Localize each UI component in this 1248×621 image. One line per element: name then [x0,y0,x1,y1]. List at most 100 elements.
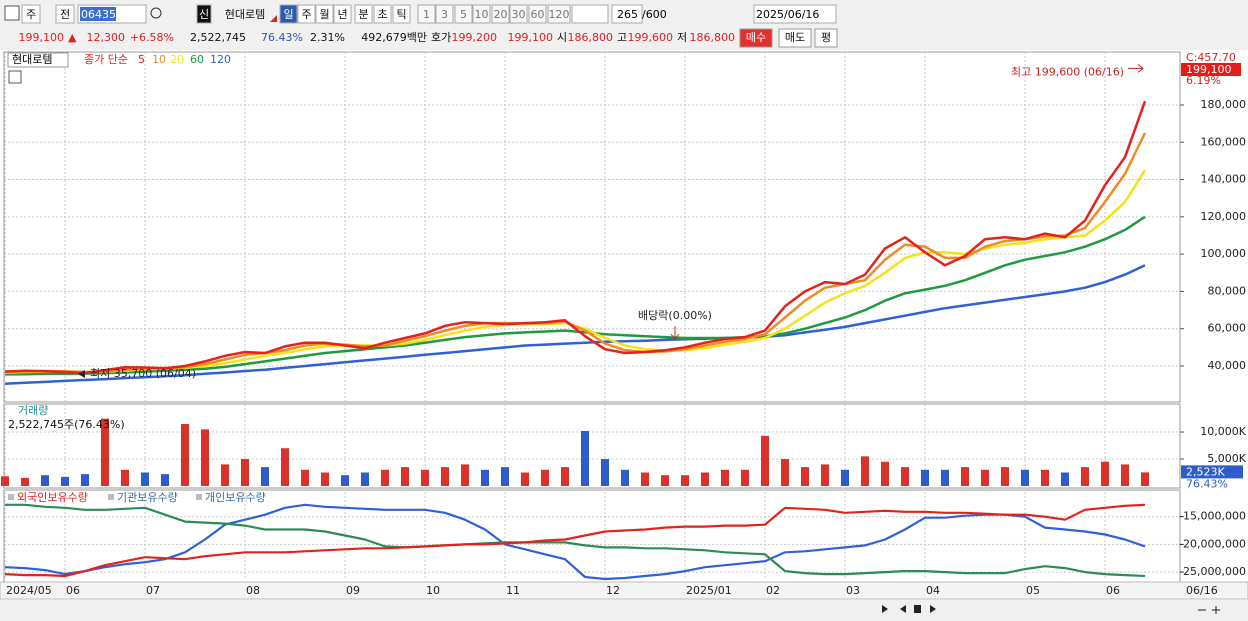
legend-item: 5 [138,53,145,66]
x-tick-label: 11 [506,584,520,597]
toolbar-text[interactable]: 3 [441,8,448,21]
volume-bar [441,467,449,486]
info-high-label: 고 [617,31,627,44]
y-tick-label: 10,000K [1200,425,1246,438]
button[interactable] [454,4,473,24]
zoom[interactable] [1198,606,1220,614]
price-label: 199,100 [1186,63,1232,76]
legend-box [7,52,69,68]
button[interactable] [417,4,436,24]
toolbar-text: 현대로템 [225,8,265,21]
legend-title: 현대로템 [12,53,52,66]
toolbar-text[interactable]: 주 [301,8,311,21]
volume-bar [461,464,469,486]
toolbar-text[interactable]: 전 [60,8,70,21]
order-buy[interactable]: 매수 [746,31,766,44]
scroll-right[interactable] [882,605,888,613]
volume-bar [381,469,389,486]
count-box[interactable] [611,4,643,24]
button[interactable] [279,4,298,24]
order-button[interactable] [739,28,773,48]
x-tick-label: 2024/05 [6,584,52,597]
button[interactable] [547,4,571,24]
y-tick-label: 5,000K [1207,452,1246,465]
button[interactable] [21,4,41,24]
button[interactable] [472,4,491,24]
legend-marker [8,494,14,500]
button[interactable] [333,4,352,24]
code-highlight [80,7,116,21]
order-button[interactable] [778,28,812,48]
volume-bar [81,474,89,486]
low-arrow [78,370,85,379]
volume-bar [201,429,209,486]
toolbar-text[interactable]: 10 [475,8,489,21]
info-low: 186,800 [690,31,736,44]
scroll-start[interactable] [900,605,906,613]
toolbar-text[interactable]: 분 [358,8,368,21]
toolbar-text[interactable]: 5 [460,8,467,21]
button[interactable] [392,4,411,24]
button[interactable] [373,4,392,24]
scroll-end[interactable] [930,605,936,613]
button[interactable] [354,4,373,24]
volume-bar [281,448,289,486]
volume-bar [521,472,529,486]
toolbar-text[interactable]: 20 [494,8,508,21]
info-turnover: 2.31% [310,31,345,44]
button[interactable] [491,4,510,24]
info-rate: +6.58% [130,31,174,44]
volume-percent: 76.43% [1186,477,1228,490]
nav-buttons[interactable] [882,605,1220,614]
legend-marker [196,494,202,500]
volume-bar [701,472,709,486]
x-tick-label: 04 [926,584,940,597]
volume-bar [61,476,69,486]
button[interactable] [528,4,547,24]
order-button[interactable] [814,28,838,48]
toolbar-text[interactable]: 1 [423,8,430,21]
button[interactable] [315,4,334,24]
order-sell[interactable]: 매도 [785,31,805,44]
toolbar-text[interactable]: 일 [283,7,293,21]
volume-bar [581,430,589,486]
volume-bar [401,467,409,486]
date-axis [0,581,1248,600]
toolbar-text[interactable]: 주 [26,8,36,21]
toolbar-text[interactable]: 월 [319,8,329,21]
legend-item: 10 [152,53,166,66]
legend-item: 20 [170,53,184,66]
toolbar-text[interactable]: 60 [531,8,545,21]
volume-bar [301,469,309,486]
toolbar-text[interactable]: 신 [199,8,209,21]
info-open: 186,800 [568,31,614,44]
search-icon[interactable] [150,7,162,19]
button[interactable] [297,4,316,24]
toolbar-text[interactable]: 064350 [81,8,123,21]
button[interactable] [196,4,212,24]
dropdown[interactable] [571,4,609,24]
button[interactable] [435,4,454,24]
volume-bar [861,456,869,486]
date-box[interactable] [753,4,837,24]
toolbar-text[interactable]: 30 [512,8,526,21]
toolbar-text[interactable]: 틱 [396,8,406,21]
volume-bar [761,435,769,486]
calc-icon[interactable] [8,70,22,84]
legend-prefix: 종가 단순 [84,53,128,66]
info-volume: 2,522,745 [190,31,246,44]
toolbar-text[interactable]: 초 [377,8,387,21]
button[interactable] [55,4,75,24]
volume-bar [641,472,649,486]
price-box [1181,63,1241,76]
stop[interactable] [914,605,921,613]
button[interactable] [509,4,528,24]
price-panel [3,51,1181,403]
order-avg[interactable]: 평 [821,31,831,44]
volume-bar [801,467,809,486]
menu-icon[interactable] [4,5,20,21]
toolbar-text[interactable]: 120 [549,8,570,21]
toolbar-text[interactable]: 년 [337,8,347,21]
y-tick-label: -15,000,000 [1179,510,1246,523]
volume-bar [1021,469,1029,486]
